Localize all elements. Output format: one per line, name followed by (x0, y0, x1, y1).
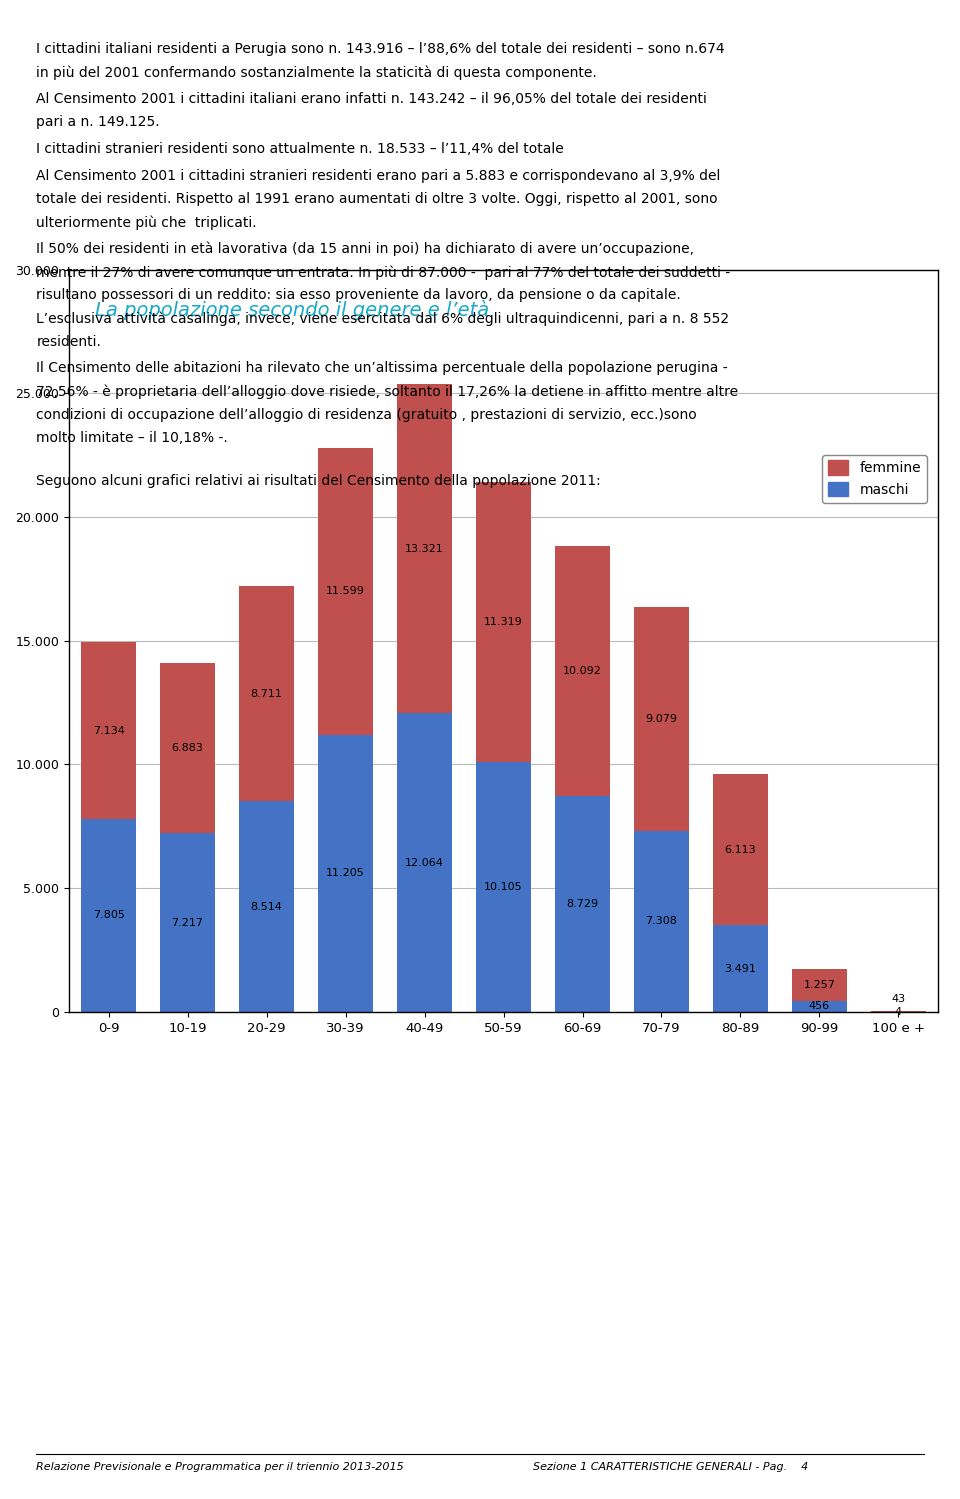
Bar (239, 586, 294, 802)
Bar (555, 546, 611, 796)
Text: 1.257: 1.257 (804, 980, 835, 989)
Text: 11.319: 11.319 (484, 618, 523, 627)
Text: 6.883: 6.883 (172, 744, 204, 752)
Text: condizioni di occupazione dell’alloggio di residenza (gratuito , prestazioni di : condizioni di occupazione dell’alloggio … (36, 408, 697, 421)
Bar (396, 714, 452, 1012)
Text: in più del 2001 confermando sostanzialmente la staticità di questa componente.: in più del 2001 confermando sostanzialme… (36, 66, 597, 79)
Text: Al Censimento 2001 i cittadini italiani erano infatti n. 143.242 – il 96,05% del: Al Censimento 2001 i cittadini italiani … (36, 91, 708, 106)
Bar (634, 607, 689, 830)
Text: mentre il 27% di avere comunque un entrata. In più di 87.000 -  pari al 77% del : mentre il 27% di avere comunque un entra… (36, 265, 731, 279)
Bar (160, 663, 215, 833)
Text: I cittadini stranieri residenti sono attualmente n. 18.533 – l’11,4% del totale: I cittadini stranieri residenti sono att… (36, 142, 564, 156)
Bar (81, 818, 136, 1012)
Text: 11.599: 11.599 (326, 586, 365, 597)
Bar (81, 643, 136, 818)
Text: 8.711: 8.711 (251, 688, 282, 699)
Text: 72,56% - è proprietaria dell’alloggio dove risiede, soltanto il 17,26% la detien: 72,56% - è proprietaria dell’alloggio do… (36, 385, 738, 399)
Text: 7.308: 7.308 (645, 916, 678, 926)
Text: residenti.: residenti. (36, 334, 102, 349)
Bar (318, 735, 373, 1012)
Bar (476, 483, 531, 761)
Text: 13.321: 13.321 (405, 544, 444, 553)
Bar (634, 830, 689, 1012)
Text: risultano possessori di un reddito: sia esso proveniente da lavoro, da pensione : risultano possessori di un reddito: sia … (36, 288, 682, 303)
Text: 8.514: 8.514 (251, 901, 282, 911)
Text: 7.217: 7.217 (172, 917, 204, 928)
Text: 9.079: 9.079 (645, 714, 678, 724)
Text: 3.491: 3.491 (725, 964, 756, 974)
Bar (792, 970, 847, 1000)
Bar (239, 802, 294, 1012)
Bar (160, 833, 215, 1012)
Text: Al Censimento 2001 i cittadini stranieri residenti erano pari a 5.883 e corrispo: Al Censimento 2001 i cittadini stranieri… (36, 168, 721, 183)
Bar (792, 1000, 847, 1012)
Text: molto limitate – il 10,18% -.: molto limitate – il 10,18% -. (36, 432, 228, 445)
Text: 456: 456 (809, 1001, 830, 1012)
Text: I cittadini italiani residenti a Perugia sono n. 143.916 – l’88,6% del totale de: I cittadini italiani residenti a Perugia… (36, 42, 725, 55)
Text: 7.805: 7.805 (93, 910, 125, 920)
Text: Il Censimento delle abitazioni ha rilevato che un’altissima percentuale della po: Il Censimento delle abitazioni ha rileva… (36, 361, 728, 375)
Text: totale dei residenti. Rispetto al 1991 erano aumentati di oltre 3 volte. Oggi, r: totale dei residenti. Rispetto al 1991 e… (36, 192, 718, 205)
Bar (713, 925, 768, 1012)
Bar (713, 775, 768, 925)
Text: 12.064: 12.064 (405, 857, 444, 868)
Bar (396, 384, 452, 714)
Bar (555, 796, 611, 1012)
Text: Seguono alcuni grafici relativi ai risultati del Censimento della popolazione 20: Seguono alcuni grafici relativi ai risul… (36, 474, 601, 489)
Text: 10.105: 10.105 (484, 881, 523, 892)
Legend: femmine, maschi: femmine, maschi (822, 454, 926, 502)
Text: 43: 43 (892, 994, 905, 1004)
Text: 10.092: 10.092 (564, 666, 602, 676)
Text: Relazione Previsionale e Programmatica per il triennio 2013-2015: Relazione Previsionale e Programmatica p… (36, 1462, 404, 1472)
Text: 8.729: 8.729 (566, 899, 599, 908)
Text: Sezione 1 CARATTERISTICHE GENERALI - Pag.    4: Sezione 1 CARATTERISTICHE GENERALI - Pag… (533, 1462, 808, 1472)
Text: ulteriormente più che  triplicati.: ulteriormente più che triplicati. (36, 214, 257, 229)
Bar (318, 448, 373, 735)
Text: Il 50% dei residenti in età lavorativa (da 15 anni in poi) ha dichiarato di aver: Il 50% dei residenti in età lavorativa (… (36, 241, 694, 256)
Text: L’esclusiva attività casalinga, invece, viene esercitata dal 6% degli ultraquind: L’esclusiva attività casalinga, invece, … (36, 312, 730, 325)
Text: La popolazione secondo il genere e l’età: La popolazione secondo il genere e l’età (95, 300, 490, 319)
Text: 11.205: 11.205 (326, 868, 365, 878)
Text: pari a n. 149.125.: pari a n. 149.125. (36, 115, 160, 129)
Bar (476, 761, 531, 1012)
Text: 7.134: 7.134 (93, 726, 125, 736)
Text: 4: 4 (895, 1007, 902, 1016)
Text: 6.113: 6.113 (725, 845, 756, 854)
